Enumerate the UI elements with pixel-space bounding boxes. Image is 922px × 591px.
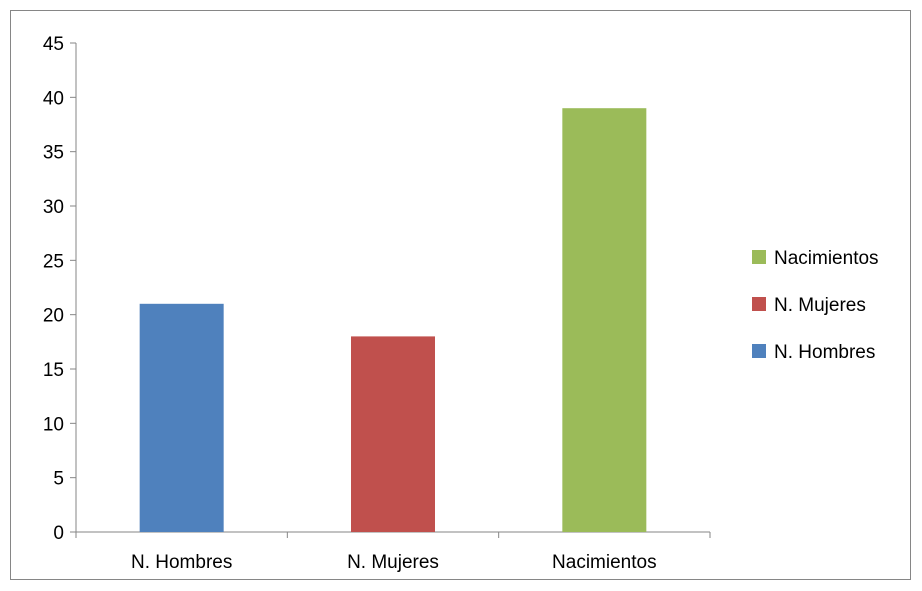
y-tick-label: 35 (43, 143, 64, 164)
y-tick-label: 45 (43, 34, 64, 55)
legend-swatch (752, 250, 766, 264)
legend-label: Nacimientos (774, 248, 879, 269)
y-tick-label: 15 (43, 360, 64, 381)
y-tick-label: 10 (43, 414, 64, 435)
y-tick-label: 5 (53, 469, 64, 490)
y-tick-label: 30 (43, 197, 64, 218)
legend-swatch (752, 344, 766, 358)
bar (139, 303, 224, 532)
legend-label: N. Mujeres (774, 295, 866, 316)
bars (139, 108, 647, 532)
legend-label: N. Hombres (774, 342, 875, 363)
y-tick-label: 20 (43, 306, 64, 327)
x-category-label: Nacimientos (552, 552, 657, 573)
y-tick-label: 25 (43, 251, 64, 272)
bar (351, 336, 435, 532)
legend: Nacimientos N. Mujeres N. Hombres (752, 248, 879, 363)
x-axis: N. Hombres N. Mujeres Nacimientos (75, 531, 711, 573)
y-tick-label: 0 (53, 523, 64, 544)
y-axis: 0 5 10 15 20 25 30 35 40 45 (43, 34, 77, 544)
y-tick-label: 40 (43, 88, 64, 109)
legend-swatch (752, 297, 766, 311)
x-category-label: N. Hombres (131, 552, 232, 573)
bar (562, 108, 647, 532)
x-category-label: N. Mujeres (347, 552, 439, 573)
